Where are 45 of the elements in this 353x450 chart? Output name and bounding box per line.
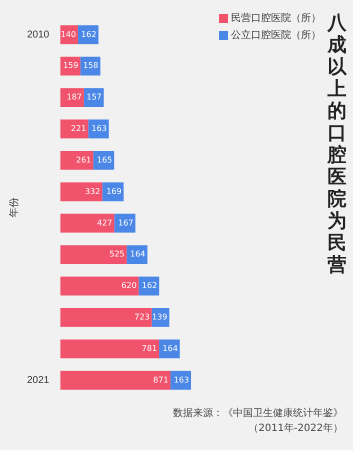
bar bbox=[60, 308, 152, 327]
data-label: 163 bbox=[174, 375, 190, 384]
bar bbox=[88, 120, 109, 138]
y-tick-label: 2010 bbox=[26, 29, 50, 40]
bar bbox=[60, 370, 170, 390]
data-label: 159 bbox=[63, 61, 78, 70]
data-label: 140 bbox=[60, 30, 76, 39]
y-axis-title: 年份 bbox=[8, 198, 20, 218]
bar bbox=[84, 88, 104, 107]
chart-title: 八成以上的口腔医院为民营 bbox=[328, 12, 346, 276]
legend-label: 民营口腔医院（所） bbox=[231, 12, 321, 25]
data-label: 525 bbox=[109, 250, 125, 259]
bar bbox=[60, 150, 94, 170]
data-label: 332 bbox=[84, 186, 100, 196]
data-label: 164 bbox=[162, 344, 178, 353]
data-label: 164 bbox=[130, 250, 146, 259]
data-label: 162 bbox=[142, 281, 158, 290]
bar bbox=[60, 245, 127, 264]
data-label: 723 bbox=[134, 312, 150, 322]
data-label: 781 bbox=[142, 344, 158, 353]
data-label: 187 bbox=[66, 92, 82, 102]
y-tick-label: 2021 bbox=[26, 375, 50, 386]
data-label: 163 bbox=[92, 124, 107, 134]
data-label: 157 bbox=[86, 92, 102, 102]
data-label: 221 bbox=[70, 124, 86, 134]
data-label: 261 bbox=[76, 155, 92, 164]
text: （2011年-2022年） bbox=[247, 422, 343, 436]
bar bbox=[60, 339, 160, 358]
bar bbox=[126, 245, 148, 264]
data-label: 162 bbox=[81, 30, 96, 39]
data-label: 169 bbox=[106, 186, 122, 196]
bar bbox=[60, 120, 88, 138]
bar bbox=[60, 214, 114, 233]
data-label: 165 bbox=[96, 155, 112, 164]
bar bbox=[60, 276, 139, 296]
data-label: 427 bbox=[96, 218, 112, 228]
data-label: 620 bbox=[121, 281, 137, 290]
legend-label: 公立口腔医院（所） bbox=[231, 29, 321, 42]
bar bbox=[60, 182, 102, 202]
data-label: 158 bbox=[83, 61, 98, 70]
data-label: 871 bbox=[153, 375, 168, 384]
data-label: 139 bbox=[152, 312, 168, 322]
bar bbox=[60, 88, 84, 107]
source-note: 数据来源：《中国卫生健康统计年鉴》 bbox=[173, 406, 343, 421]
data-label: 167 bbox=[118, 218, 134, 228]
